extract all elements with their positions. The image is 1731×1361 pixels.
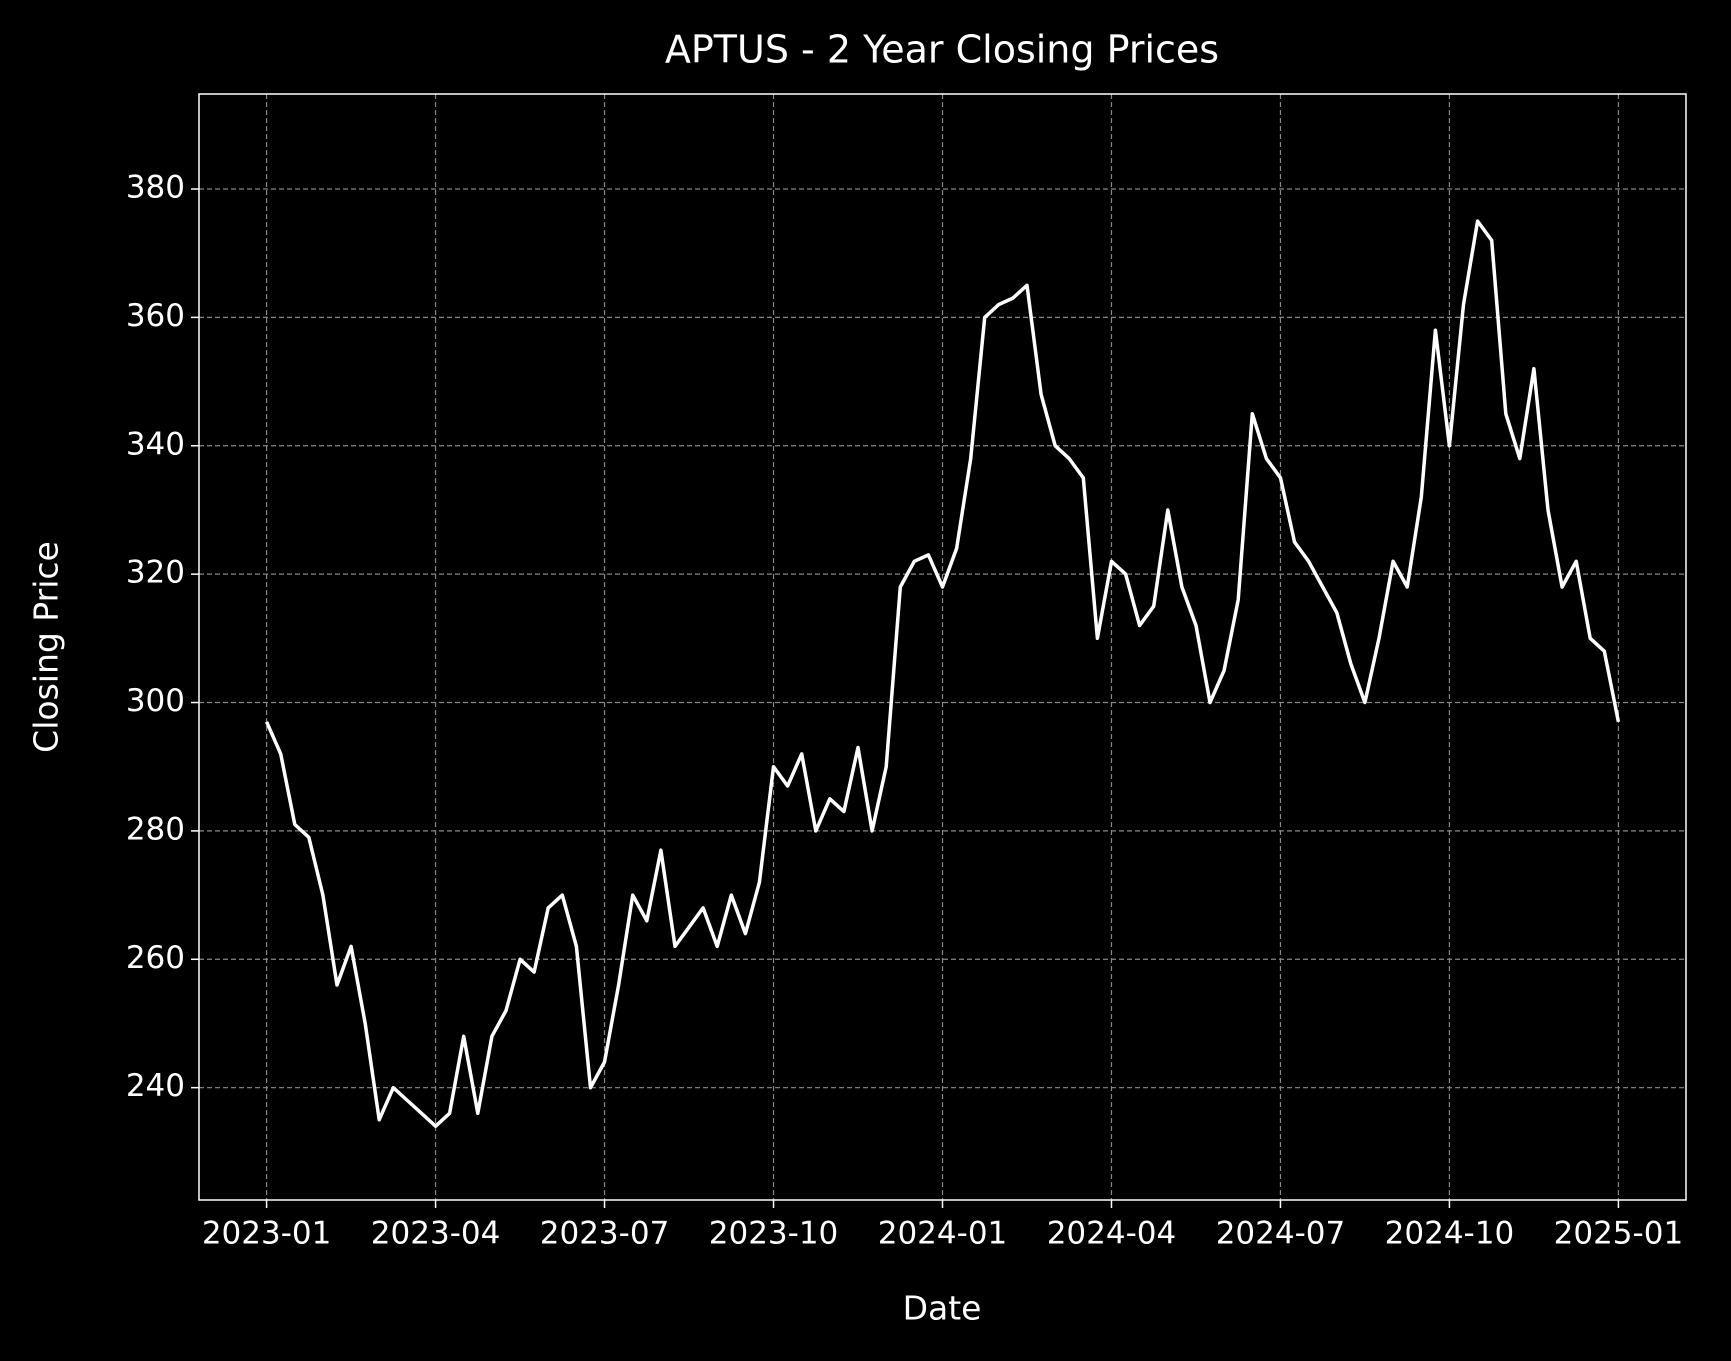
y-tick-label: 240 (126, 1068, 185, 1104)
x-tick-label: 2023-04 (371, 1216, 501, 1252)
price-line (264, 219, 1621, 1128)
y-tick-label: 340 (126, 426, 185, 462)
x-tick-label: 2023-10 (709, 1216, 839, 1252)
x-tick-label: 2024-01 (878, 1216, 1008, 1252)
x-tick-label: 2023-07 (540, 1216, 670, 1252)
y-tick-label: 360 (126, 298, 185, 334)
y-tick-label: 380 (126, 170, 185, 206)
x-tick-label: 2024-07 (1216, 1216, 1346, 1252)
x-tick-label: 2024-04 (1047, 1216, 1177, 1252)
y-tick-label: 280 (126, 811, 185, 847)
chart-title: APTUS - 2 Year Closing Prices (665, 28, 1219, 72)
x-tick-label: 2023-01 (202, 1216, 332, 1252)
y-tick-label: 320 (126, 555, 185, 591)
x-tick-label: 2024-10 (1385, 1216, 1515, 1252)
x-axis-label: Date (903, 1289, 982, 1328)
y-tick-label: 300 (126, 683, 185, 719)
y-axis-label: Closing Price (27, 541, 66, 753)
y-tick-label: 260 (126, 940, 185, 976)
x-tick-label: 2025-01 (1554, 1216, 1684, 1252)
plot-frame (198, 93, 1687, 1201)
